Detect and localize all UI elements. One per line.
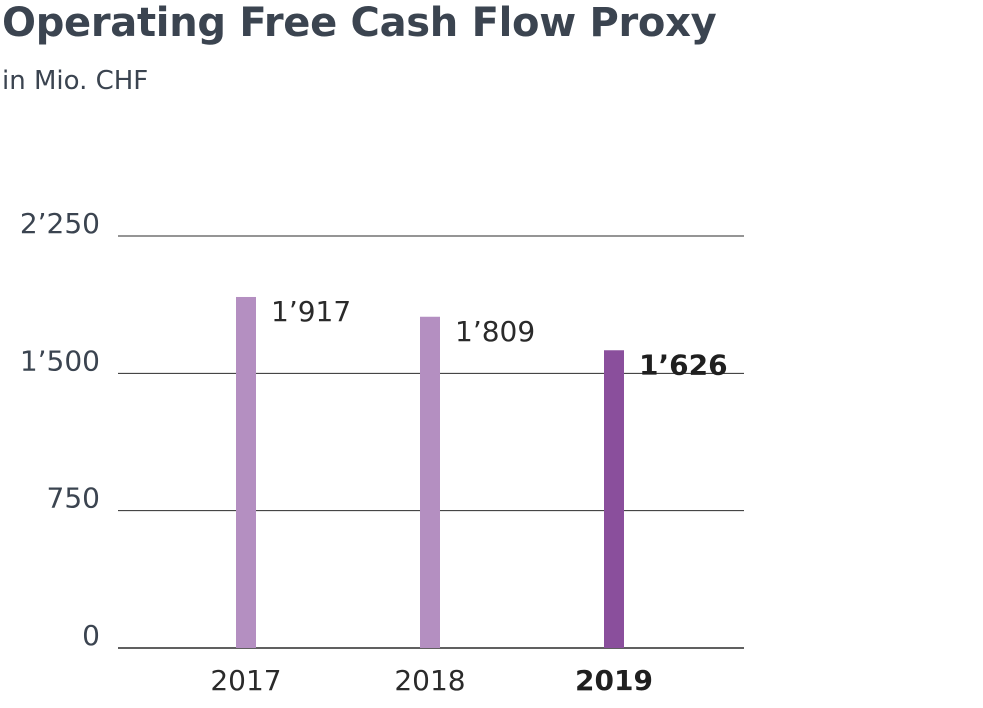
y-tick-label: 2’250 xyxy=(20,207,100,240)
chart-title: Operating Free Cash Flow Proxy xyxy=(2,0,717,46)
bar xyxy=(420,316,440,648)
bar xyxy=(604,350,624,648)
x-tick-label: 2017 xyxy=(210,664,281,697)
bar xyxy=(236,296,256,648)
chart-subtitle: in Mio. CHF xyxy=(2,66,149,96)
data-label: 1’917 xyxy=(271,295,351,328)
x-tick-label: 2019 xyxy=(575,664,653,697)
y-tick-label: 0 xyxy=(82,619,100,652)
y-tick-label: 750 xyxy=(47,482,100,515)
data-label: 1’809 xyxy=(455,315,535,348)
y-tick-label: 1’500 xyxy=(20,344,100,377)
data-label: 1’626 xyxy=(639,348,728,381)
x-tick-label: 2018 xyxy=(394,664,465,697)
